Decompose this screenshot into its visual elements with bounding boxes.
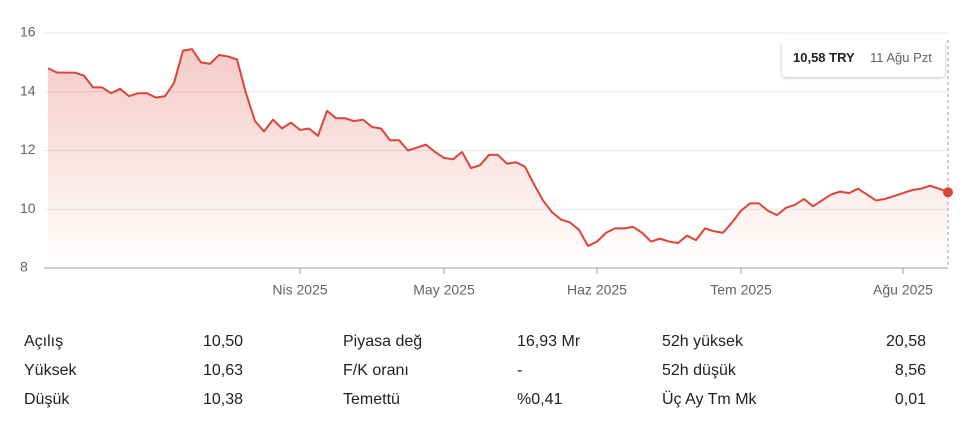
y-tick-label: 10 xyxy=(20,200,36,216)
stat-value: - xyxy=(517,362,522,379)
tooltip-value: 10,58 TRY xyxy=(793,50,855,65)
x-tick-label: Haz 2025 xyxy=(567,282,627,298)
stat-label: 52h düşük xyxy=(662,362,737,379)
stat-label: Düşük xyxy=(24,391,70,408)
x-tick-label: Ağu 2025 xyxy=(873,282,933,298)
stat-value: 0,01 xyxy=(895,391,926,408)
stat-label: F/K oranı xyxy=(343,362,409,379)
stat-label: 52h yüksek xyxy=(662,333,744,350)
stat-value: 10,50 xyxy=(203,333,243,350)
stat-value: 20,58 xyxy=(886,333,926,350)
x-tick-label: Tem 2025 xyxy=(710,282,772,298)
stat-label: Üç Ay Tm Mk xyxy=(662,390,758,408)
area-fill xyxy=(48,49,948,268)
stat-label: Temettü xyxy=(343,391,400,408)
stat-label: Piyasa değ xyxy=(343,333,422,350)
stat-value: 10,63 xyxy=(203,362,243,379)
price-line xyxy=(47,48,949,247)
x-tick-label: Nis 2025 xyxy=(272,282,327,298)
y-tick-label: 8 xyxy=(20,259,28,275)
stat-value: 10,38 xyxy=(203,391,243,408)
y-tick-label: 16 xyxy=(20,24,36,40)
y-tick-label: 14 xyxy=(20,82,36,98)
stat-value: 16,93 Mr xyxy=(517,333,581,350)
tooltip-date: 11 Ağu Pzt xyxy=(870,50,932,65)
x-tick-label: May 2025 xyxy=(413,282,475,298)
stat-label: Açılış xyxy=(24,333,63,350)
stat-value: 8,56 xyxy=(895,362,926,379)
y-tick-label: 12 xyxy=(20,141,36,157)
stat-label: Yüksek xyxy=(24,362,77,379)
last-point xyxy=(943,187,953,198)
tooltip-box xyxy=(782,40,945,77)
stat-value: %0,41 xyxy=(517,391,562,408)
